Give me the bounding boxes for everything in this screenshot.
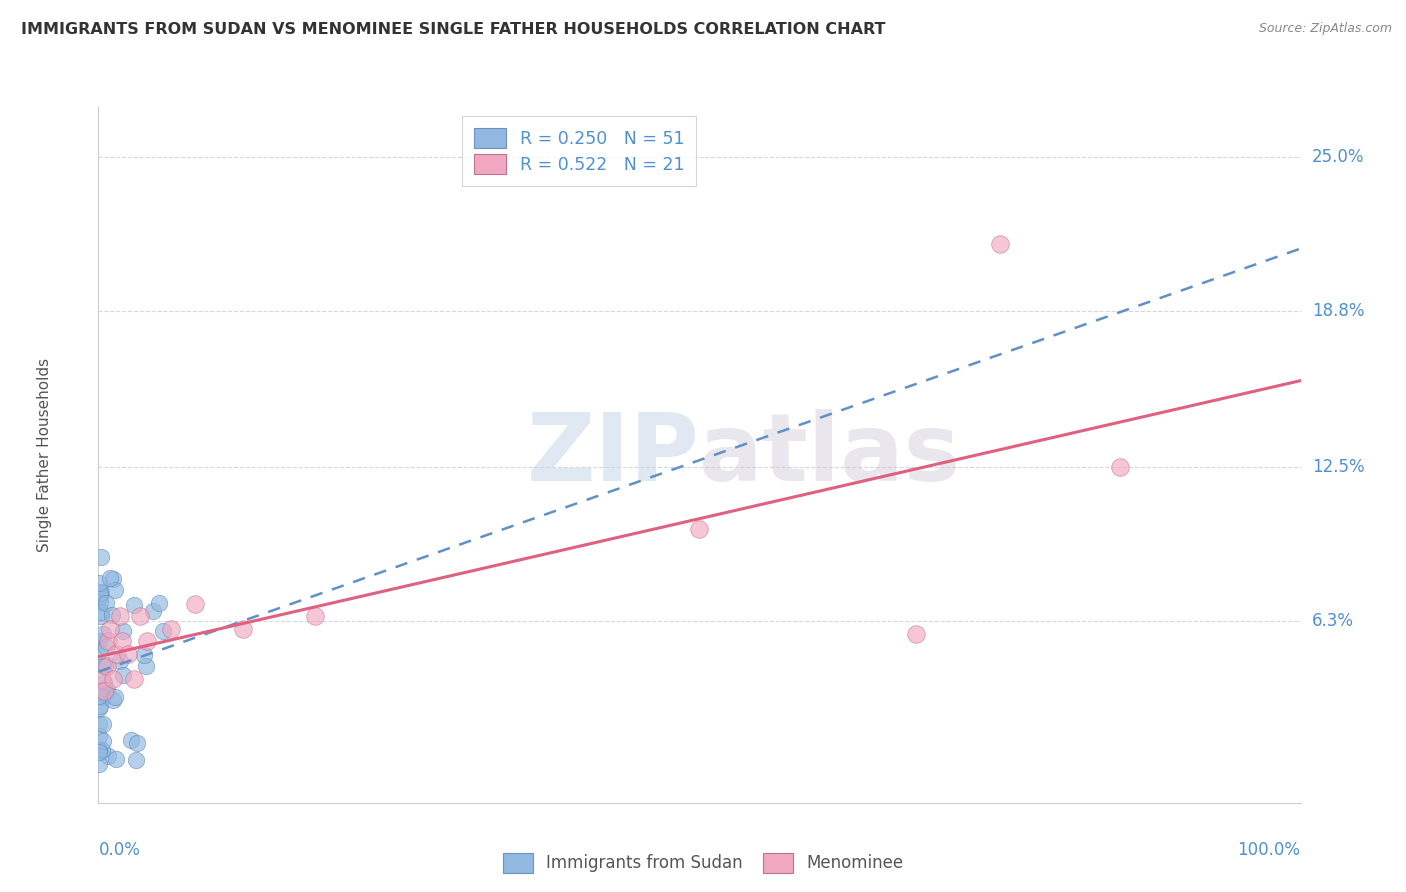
- Point: [91, 672, 114, 686]
- Point: [104, 752, 127, 766]
- Text: 6.3%: 6.3%: [1312, 613, 1354, 631]
- Point: [89, 634, 111, 648]
- Point: [101, 572, 124, 586]
- Point: [127, 736, 149, 750]
- Text: 18.8%: 18.8%: [1312, 301, 1364, 320]
- Point: [96, 659, 118, 673]
- Point: [105, 647, 128, 661]
- Point: [98, 571, 121, 585]
- Text: 0.0%: 0.0%: [98, 841, 141, 859]
- Text: IMMIGRANTS FROM SUDAN VS MENOMINEE SINGLE FATHER HOUSEHOLDS CORRELATION CHART: IMMIGRANTS FROM SUDAN VS MENOMINEE SINGL…: [21, 22, 886, 37]
- Point: [94, 596, 117, 610]
- Point: [120, 733, 142, 747]
- Point: [988, 236, 1011, 251]
- Point: [90, 682, 112, 697]
- Point: [93, 676, 115, 690]
- Point: [89, 699, 111, 714]
- Point: [148, 596, 170, 610]
- Point: [100, 622, 122, 636]
- Point: [104, 583, 127, 598]
- Point: [90, 609, 112, 624]
- Point: [91, 734, 114, 748]
- Point: [108, 654, 131, 668]
- Point: [96, 683, 118, 698]
- Point: [111, 624, 134, 638]
- Point: [117, 647, 139, 661]
- Point: [90, 584, 112, 599]
- Point: [104, 690, 127, 704]
- Point: [1109, 460, 1132, 475]
- Point: [232, 622, 254, 636]
- Point: [159, 622, 181, 636]
- Point: [89, 595, 111, 609]
- Point: [152, 624, 174, 639]
- Text: 25.0%: 25.0%: [1312, 148, 1364, 166]
- Point: [100, 607, 122, 622]
- Text: atlas: atlas: [699, 409, 960, 501]
- Point: [94, 659, 117, 673]
- Point: [91, 743, 114, 757]
- Point: [129, 609, 152, 624]
- Point: [91, 659, 114, 673]
- Point: [135, 658, 157, 673]
- Point: [183, 597, 205, 611]
- Text: 100.0%: 100.0%: [1237, 841, 1301, 859]
- Point: [101, 693, 124, 707]
- Point: [904, 627, 927, 641]
- Point: [124, 672, 146, 686]
- Text: 12.5%: 12.5%: [1312, 458, 1364, 476]
- Point: [89, 644, 111, 658]
- Legend: R = 0.250   N = 51, R = 0.522   N = 21: R = 0.250 N = 51, R = 0.522 N = 21: [463, 116, 696, 186]
- Point: [111, 634, 134, 648]
- Point: [89, 757, 111, 772]
- Point: [304, 609, 326, 624]
- Point: [125, 753, 148, 767]
- Point: [90, 605, 112, 619]
- Point: [91, 690, 114, 704]
- Text: Source: ZipAtlas.com: Source: ZipAtlas.com: [1258, 22, 1392, 36]
- Point: [90, 550, 112, 565]
- Point: [122, 598, 145, 612]
- Point: [142, 604, 165, 618]
- Point: [688, 523, 710, 537]
- Legend: Immigrants from Sudan, Menominee: Immigrants from Sudan, Menominee: [496, 847, 910, 880]
- Point: [89, 689, 111, 703]
- Point: [135, 634, 157, 648]
- Point: [93, 684, 115, 698]
- Point: [108, 609, 131, 624]
- Point: [87, 745, 110, 759]
- Point: [89, 684, 111, 698]
- Point: [91, 716, 114, 731]
- Point: [87, 576, 110, 591]
- Point: [87, 701, 110, 715]
- Text: ZIP: ZIP: [527, 409, 699, 501]
- Point: [89, 729, 111, 743]
- Point: [134, 648, 156, 662]
- Point: [97, 634, 120, 648]
- Point: [91, 627, 114, 641]
- Point: [97, 749, 120, 764]
- Point: [87, 717, 110, 731]
- Point: [96, 640, 118, 654]
- Point: [89, 743, 111, 757]
- Point: [89, 586, 111, 600]
- Text: Single Father Households: Single Father Households: [37, 358, 52, 552]
- Point: [101, 672, 124, 686]
- Point: [112, 668, 135, 682]
- Point: [89, 589, 111, 603]
